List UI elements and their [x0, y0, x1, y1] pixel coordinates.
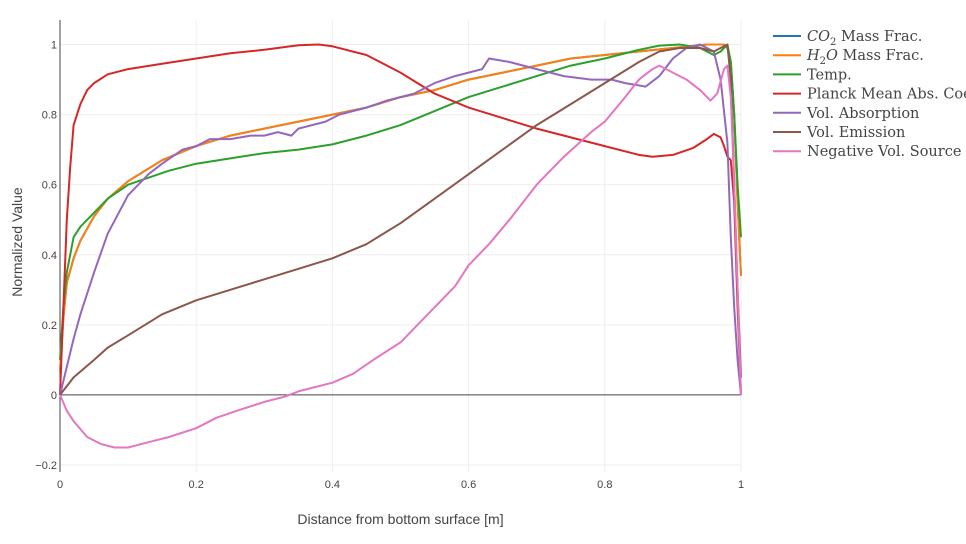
x-tick-label: 0.8 [597, 479, 612, 491]
legend-label: Negative Vol. Source [807, 144, 961, 160]
series-line-6 [59, 64, 742, 449]
legend-label: CO2 Mass Frac. [807, 29, 922, 48]
x-tick-label: 0 [57, 479, 63, 491]
series-line-2 [59, 43, 742, 360]
x-tick-labels: 0 0.2 0.4 0.6 0.8 1 [57, 479, 744, 491]
legend: CO2 Mass Frac.H2O Mass Frac.Temp. Planck … [773, 29, 966, 160]
legend-item: Vol. Emission [773, 125, 905, 141]
legend-label: Vol. Absorption [806, 106, 919, 122]
series-line-5 [59, 43, 742, 396]
x-tick-label: 0.6 [461, 479, 476, 491]
legend-label: H2O Mass Frac. [806, 48, 924, 67]
series-line-3 [59, 43, 742, 395]
x-tick-label: 1 [738, 479, 744, 491]
series-line-0 [59, 43, 742, 371]
legend-label: Vol. Emission [806, 125, 905, 141]
grid [59, 20, 742, 472]
y-tick-label: 0 [51, 390, 57, 402]
legend-label: Planck Mean Abs. Coef. [807, 87, 966, 103]
legend-item: Temp. [773, 67, 852, 83]
x-axis-title: Distance from bottom surface [m] [297, 511, 503, 527]
y-tick-label: 0.4 [42, 250, 57, 262]
series-line-1 [59, 43, 742, 371]
y-tick-labels: −0.2 0 0.2 0.4 0.6 0.8 1 [35, 40, 57, 472]
y-tick-label: −0.2 [35, 460, 57, 472]
legend-label: Temp. [807, 67, 852, 83]
y-axis-title: Normalized Value [9, 187, 25, 297]
legend-item: CO2 Mass Frac. [773, 29, 922, 48]
y-tick-label: 0.6 [42, 180, 57, 192]
legend-item: Planck Mean Abs. Coef. [773, 87, 966, 103]
y-tick-label: 0.2 [42, 320, 57, 332]
legend-item: Negative Vol. Source [773, 144, 961, 160]
y-tick-label: 1 [51, 40, 57, 52]
legend-item: H2O Mass Frac. [773, 48, 924, 67]
legend-item: Vol. Absorption [773, 106, 919, 122]
x-tick-label: 0.2 [189, 479, 204, 491]
y-tick-label: 0.8 [42, 110, 57, 122]
series-lines [59, 43, 742, 449]
x-tick-label: 0.4 [325, 479, 340, 491]
